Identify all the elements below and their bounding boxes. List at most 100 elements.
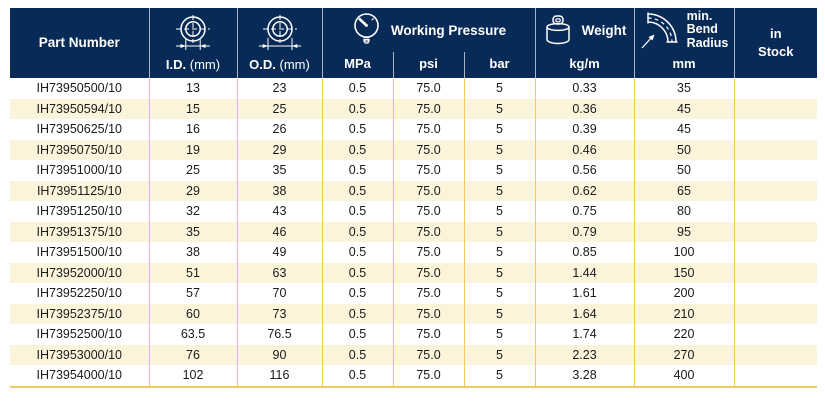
cell-bend: 45 — [634, 119, 735, 140]
table-row: IH73952250/10 57 70 0.5 75.0 5 1.61 200 — [10, 283, 817, 304]
cell-psi: 75.0 — [393, 324, 465, 345]
cell-psi: 75.0 — [393, 119, 465, 140]
cell-bar: 5 — [464, 324, 536, 345]
header-bar: bar — [464, 52, 536, 78]
cell-stock — [734, 98, 817, 119]
cell-od: 116 — [237, 365, 323, 388]
cell-mpa: 0.5 — [322, 119, 394, 140]
in-stock-label: in Stock — [758, 26, 794, 59]
cell-od: 29 — [237, 139, 323, 160]
cell-od: 63 — [237, 262, 323, 283]
cell-weight: 0.85 — [535, 242, 635, 263]
cell-id: 63.5 — [149, 324, 238, 345]
cell-psi: 75.0 — [393, 78, 465, 99]
cell-mpa: 0.5 — [322, 160, 394, 181]
cell-psi: 75.0 — [393, 201, 465, 222]
header-weight: Weight — [535, 8, 635, 52]
cell-part: IH73951250/10 — [10, 201, 150, 222]
table-row: IH73952375/10 60 73 0.5 75.0 5 1.64 210 — [10, 303, 817, 324]
cell-od: 25 — [237, 98, 323, 119]
cell-weight: 1.44 — [535, 262, 635, 283]
cell-stock — [734, 180, 817, 201]
cell-od: 46 — [237, 221, 323, 242]
cell-stock — [734, 324, 817, 345]
cell-weight: 2.23 — [535, 344, 635, 365]
cell-psi: 75.0 — [393, 365, 465, 388]
table-row: IH73952000/10 51 63 0.5 75.0 5 1.44 150 — [10, 262, 817, 283]
cell-part: IH73953000/10 — [10, 344, 150, 365]
table-row: IH73950500/10 13 23 0.5 75.0 5 0.33 35 — [10, 78, 817, 99]
cell-part: IH73952375/10 — [10, 303, 150, 324]
cell-mpa: 0.5 — [322, 242, 394, 263]
cell-od: 70 — [237, 283, 323, 304]
hose-spec-table-wrap: Part Number — [10, 8, 817, 388]
weight-label: Weight — [581, 22, 627, 38]
cell-mpa: 0.5 — [322, 221, 394, 242]
table-header: Part Number — [10, 8, 817, 78]
table-body: IH73950500/10 13 23 0.5 75.0 5 0.33 35 IH7395059… — [10, 78, 817, 388]
cell-psi: 75.0 — [393, 283, 465, 304]
cell-weight: 0.46 — [535, 139, 635, 160]
cell-bend: 270 — [634, 344, 735, 365]
working-pressure-label: Working Pressure — [390, 22, 507, 38]
outer-diameter-label: O.D. (mm) — [249, 56, 310, 72]
cell-mpa: 0.5 — [322, 262, 394, 283]
cell-stock — [734, 221, 817, 242]
cell-weight: 0.75 — [535, 201, 635, 222]
cell-part: IH73954000/10 — [10, 365, 150, 388]
cell-bend: 80 — [634, 201, 735, 222]
table-row: IH73953000/10 76 90 0.5 75.0 5 2.23 270 — [10, 344, 817, 365]
cell-weight: 0.56 — [535, 160, 635, 181]
cell-id: 13 — [149, 78, 238, 99]
cell-weight: 0.79 — [535, 221, 635, 242]
cell-bar: 5 — [464, 303, 536, 324]
cell-weight: 0.39 — [535, 119, 635, 140]
pressure-gauge-icon — [351, 12, 382, 49]
cell-stock — [734, 344, 817, 365]
cell-bend: 50 — [634, 139, 735, 160]
cell-psi: 75.0 — [393, 98, 465, 119]
table-row: IH73950750/10 19 29 0.5 75.0 5 0.46 50 — [10, 139, 817, 160]
cell-od: 38 — [237, 180, 323, 201]
cell-stock — [734, 365, 817, 388]
outer-diameter-icon — [257, 14, 303, 53]
cell-od: 43 — [237, 201, 323, 222]
cell-psi: 75.0 — [393, 344, 465, 365]
cell-stock — [734, 303, 817, 324]
cell-psi: 75.0 — [393, 180, 465, 201]
cell-bar: 5 — [464, 78, 536, 99]
inner-diameter-label: I.D. (mm) — [165, 56, 221, 72]
cell-mpa: 0.5 — [322, 324, 394, 345]
cell-psi: 75.0 — [393, 242, 465, 263]
cell-bend: 400 — [634, 365, 735, 388]
header-part-number: Part Number — [10, 8, 150, 78]
cell-mpa: 0.5 — [322, 365, 394, 388]
cell-weight: 1.74 — [535, 324, 635, 345]
cell-part: IH73951375/10 — [10, 221, 150, 242]
bend-radius-icon — [640, 10, 680, 50]
cell-bend: 210 — [634, 303, 735, 324]
cell-mpa: 0.5 — [322, 78, 394, 99]
header-bend-radius: min. Bend Radius — [634, 8, 735, 52]
table-row: IH73952500/10 63.5 76.5 0.5 75.0 5 1.74 220 — [10, 324, 817, 345]
cell-part: IH73952500/10 — [10, 324, 150, 345]
table-row: IH73954000/10 102 116 0.5 75.0 5 3.28 400 — [10, 365, 817, 388]
cell-id: 57 — [149, 283, 238, 304]
cell-id: 19 — [149, 139, 238, 160]
cell-bar: 5 — [464, 242, 536, 263]
cell-psi: 75.0 — [393, 139, 465, 160]
cell-bar: 5 — [464, 119, 536, 140]
cell-part: IH73952000/10 — [10, 262, 150, 283]
cell-bend: 65 — [634, 180, 735, 201]
cell-bend: 100 — [634, 242, 735, 263]
cell-weight: 0.62 — [535, 180, 635, 201]
cell-id: 15 — [149, 98, 238, 119]
cell-stock — [734, 160, 817, 181]
cell-weight: 1.61 — [535, 283, 635, 304]
cell-psi: 75.0 — [393, 160, 465, 181]
cell-psi: 75.0 — [393, 221, 465, 242]
cell-od: 90 — [237, 344, 323, 365]
header-mpa: MPa — [322, 52, 394, 78]
cell-od: 26 — [237, 119, 323, 140]
cell-part: IH73951125/10 — [10, 180, 150, 201]
